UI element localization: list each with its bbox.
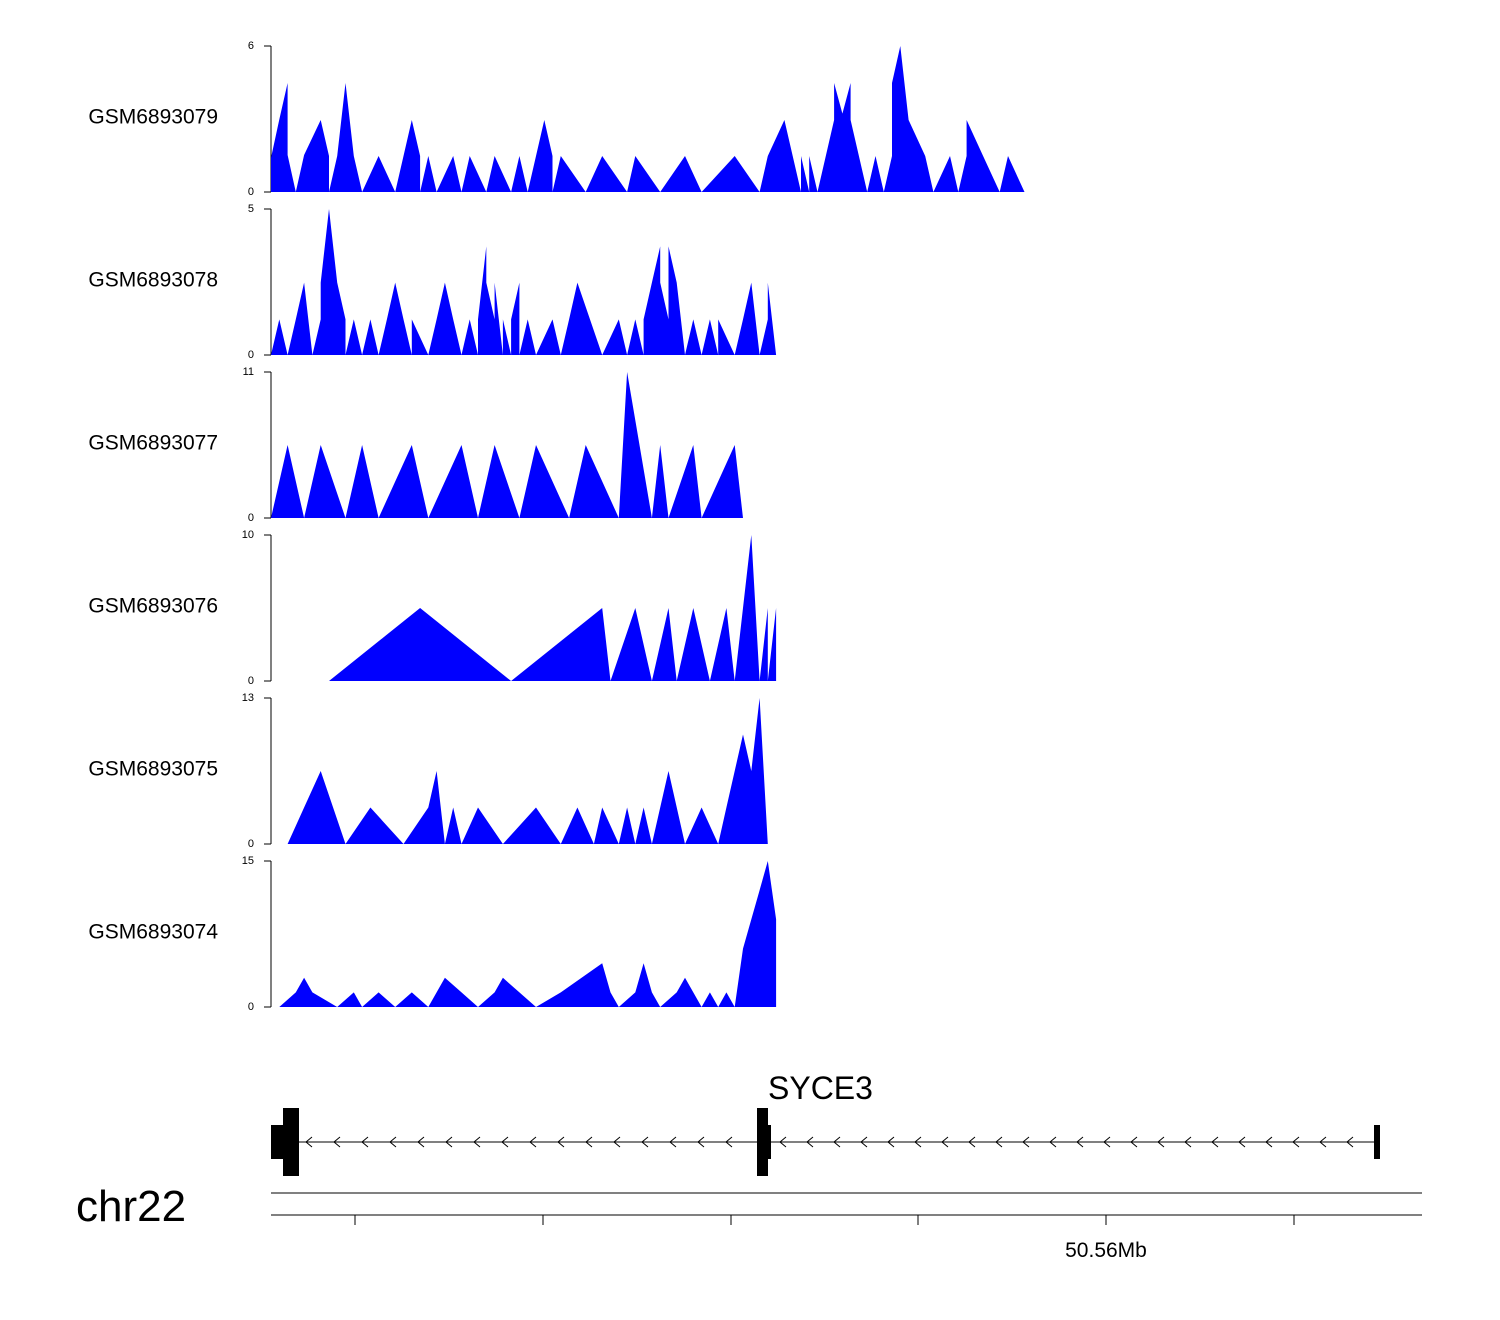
coverage-area xyxy=(271,372,777,518)
strand-arrow xyxy=(806,1136,814,1148)
track-label: GSM6893074 xyxy=(88,921,218,944)
track-label: GSM6893078 xyxy=(88,269,218,292)
y-tick-label-min: 0 xyxy=(248,1001,254,1013)
track-GSM6893077: GSM6893077 11 0 xyxy=(88,366,777,524)
strand-arrow xyxy=(1346,1136,1354,1148)
strand-arrow xyxy=(1076,1136,1084,1148)
gene-label: SYCE3 xyxy=(768,1070,873,1106)
strand-arrow xyxy=(1319,1136,1327,1148)
strand-arrow xyxy=(1022,1136,1030,1148)
coverage-area xyxy=(271,46,1050,192)
y-tick-label-min: 0 xyxy=(248,838,254,850)
strand-arrow xyxy=(1130,1136,1138,1148)
strand-arrow xyxy=(1265,1136,1273,1148)
gene-model: SYCE3 xyxy=(271,1070,1380,1176)
strand-arrow xyxy=(968,1136,976,1148)
strand-arrow xyxy=(725,1136,733,1148)
strand-arrow xyxy=(389,1136,397,1148)
y-tick-label-min: 0 xyxy=(248,349,254,361)
strand-arrow xyxy=(473,1136,481,1148)
track-label: GSM6893077 xyxy=(88,432,218,455)
strand-arrow xyxy=(1211,1136,1219,1148)
y-tick-label-min: 0 xyxy=(248,186,254,198)
track-GSM6893079: GSM6893079 6 0 xyxy=(88,40,1050,198)
strand-arrow xyxy=(1238,1136,1246,1148)
strand-arrow xyxy=(557,1136,565,1148)
strand-arrow xyxy=(941,1136,949,1148)
coverage-area xyxy=(271,698,768,844)
track-label: GSM6893079 xyxy=(88,106,218,129)
strand-arrow xyxy=(887,1136,895,1148)
coverage-area xyxy=(271,861,777,1007)
exon-2-utr xyxy=(767,1125,771,1159)
strand-arrow xyxy=(529,1136,537,1148)
strand-arrow xyxy=(361,1136,369,1148)
chromosome-label: chr22 xyxy=(76,1182,186,1231)
strand-arrow xyxy=(1157,1136,1165,1148)
strand-arrow xyxy=(914,1136,922,1148)
strand-arrow xyxy=(669,1136,677,1148)
strand-arrow xyxy=(1292,1136,1300,1148)
strand-arrow xyxy=(613,1136,621,1148)
strand-arrow xyxy=(501,1136,509,1148)
y-tick-label-min: 0 xyxy=(248,675,254,687)
strand-arrow xyxy=(641,1136,649,1148)
track-GSM6893076: GSM6893076 10 0 xyxy=(88,529,777,687)
y-tick-label-max: 10 xyxy=(242,529,254,541)
exon-utr xyxy=(271,1125,284,1159)
strand-arrow xyxy=(445,1136,453,1148)
y-tick-label-max: 5 xyxy=(248,203,254,215)
coverage-area xyxy=(271,535,777,681)
y-tick-label-max: 13 xyxy=(242,692,254,704)
track-GSM6893075: GSM6893075 13 0 xyxy=(88,692,768,850)
track-GSM6893074: GSM6893074 15 0 xyxy=(88,855,777,1013)
y-tick-label-max: 15 xyxy=(242,855,254,867)
y-tick-label-max: 11 xyxy=(243,366,254,378)
coverage-area xyxy=(271,209,777,355)
exon-1 xyxy=(283,1108,299,1176)
y-tick-label-max: 6 xyxy=(248,40,254,52)
strand-arrow xyxy=(1049,1136,1057,1148)
strand-arrow xyxy=(305,1136,313,1148)
strand-arrow xyxy=(333,1136,341,1148)
y-tick-label-min: 0 xyxy=(248,512,254,524)
strand-arrow xyxy=(1103,1136,1111,1148)
strand-arrow xyxy=(585,1136,593,1148)
track-label: GSM6893076 xyxy=(88,595,218,618)
exon-2 xyxy=(757,1108,768,1176)
exon-3 xyxy=(1374,1125,1380,1159)
track-GSM6893078: GSM6893078 5 0 xyxy=(88,203,777,361)
coverage-tracks: GSM689307960GSM689307850GSM6893077110GSM… xyxy=(88,40,1050,1013)
strand-arrow xyxy=(860,1136,868,1148)
track-label: GSM6893075 xyxy=(88,758,218,781)
strand-arrow xyxy=(417,1136,425,1148)
strand-arrow xyxy=(1184,1136,1192,1148)
strand-arrow xyxy=(995,1136,1003,1148)
strand-arrow xyxy=(697,1136,705,1148)
strand-arrow xyxy=(779,1136,787,1148)
strand-arrow xyxy=(833,1136,841,1148)
axis-tick-label: 50.56Mb xyxy=(1065,1239,1147,1262)
chromosome-axis: chr22 50.56Mb xyxy=(76,1182,1422,1262)
